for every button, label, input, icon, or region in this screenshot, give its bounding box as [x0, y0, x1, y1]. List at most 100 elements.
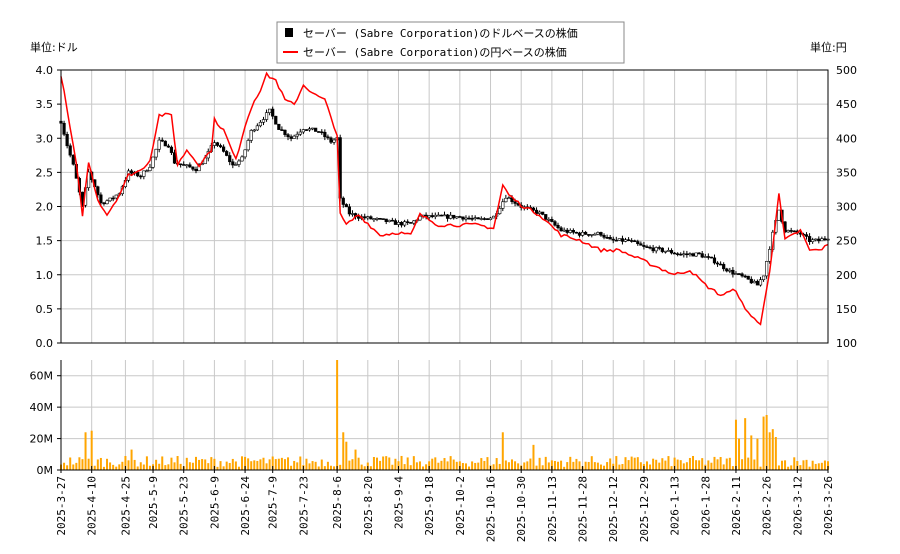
price-candle — [722, 264, 726, 270]
price-candle — [375, 218, 379, 220]
volume-bar — [750, 435, 753, 470]
x-tick-label: 2025-10-30 — [515, 476, 528, 542]
usd-price-series — [59, 106, 830, 287]
price-candle — [307, 128, 312, 131]
price-candle — [314, 127, 318, 132]
price-candle — [317, 131, 321, 133]
volume-bar — [127, 460, 130, 470]
jpy-price-line — [60, 71, 829, 326]
volume-bar — [191, 462, 194, 470]
x-tick-label: 2025-12-12 — [607, 476, 620, 542]
price-candle — [111, 197, 115, 200]
price-candle — [68, 145, 72, 156]
volume-bar — [418, 461, 421, 470]
price-candle — [682, 253, 686, 256]
volume-bar — [290, 465, 293, 470]
price-candle — [378, 218, 382, 220]
price-candle — [758, 279, 763, 286]
y-tick-label-left: 4.0 — [36, 64, 54, 77]
volume-bar — [645, 461, 648, 470]
volume-bar — [198, 459, 201, 470]
price-candle — [99, 194, 103, 204]
legend-usd-label: セーバー (Sabre Corporation)のドルベースの株価 — [303, 26, 578, 40]
price-candle — [301, 129, 305, 133]
price-candle — [264, 112, 269, 120]
price-candle — [737, 273, 741, 275]
volume-bar — [84, 432, 87, 470]
price-candle — [381, 218, 385, 220]
volume-bar — [780, 460, 783, 470]
volume-bar — [461, 463, 464, 470]
price-candle — [571, 229, 575, 233]
volume-bar — [96, 459, 99, 470]
volume-bar — [560, 460, 563, 470]
volume-bar — [329, 465, 332, 470]
volume-bar — [526, 461, 529, 470]
volume-bars — [60, 360, 829, 470]
volume-bar — [314, 461, 317, 470]
y-tick-label-right: 250 — [836, 235, 857, 248]
volume-bar — [796, 461, 799, 470]
x-tick-label: 2025-4-25 — [119, 476, 132, 536]
volume-bar — [658, 462, 661, 470]
price-candle — [654, 247, 658, 252]
volume-bar — [369, 466, 372, 470]
volume-bar — [771, 429, 774, 470]
volume-bar — [293, 460, 296, 470]
price-candle — [752, 280, 756, 284]
price-candle — [620, 238, 625, 242]
volume-bar — [176, 456, 179, 470]
volume-bar — [305, 458, 308, 470]
price-candle — [218, 145, 223, 148]
price-candle — [694, 252, 698, 257]
price-candle — [283, 129, 287, 135]
volume-bar — [529, 458, 532, 470]
volume-bar — [452, 459, 455, 470]
volume-bar — [348, 460, 351, 470]
price-candle — [286, 134, 290, 138]
volume-bar — [216, 466, 219, 470]
y-tick-label-left: 1.5 — [36, 235, 54, 248]
price-candle — [811, 239, 815, 242]
volume-bar — [492, 464, 495, 470]
price-candle — [363, 216, 367, 219]
volume-bar — [587, 461, 590, 470]
volume-bar — [268, 459, 271, 470]
y-tick-label-right: 450 — [836, 98, 857, 111]
volume-bar — [575, 458, 578, 470]
price-candle — [148, 166, 152, 171]
price-candle — [513, 201, 517, 204]
price-candle — [369, 216, 373, 220]
price-candle — [102, 202, 106, 205]
price-candle — [777, 209, 781, 221]
price-candle — [163, 140, 167, 147]
y-tick-label-right: 400 — [836, 132, 857, 145]
price-candle — [157, 139, 161, 150]
volume-bar — [563, 466, 566, 470]
y-tick-label-right: 100 — [836, 337, 857, 350]
volume-bar — [412, 456, 415, 470]
price-candle — [427, 215, 431, 218]
volume-bar — [428, 461, 431, 470]
volume-bar — [636, 457, 639, 470]
price-candle — [577, 232, 582, 236]
price-candle — [792, 230, 796, 233]
price-candle — [602, 235, 606, 238]
volume-bar — [538, 457, 541, 470]
price-candle — [332, 139, 336, 143]
volume-bar — [603, 465, 606, 470]
volume-bar — [734, 419, 737, 470]
volume-bar — [618, 464, 621, 470]
price-candle — [249, 130, 253, 141]
volume-bar — [158, 463, 161, 470]
volume-bar — [69, 457, 72, 470]
price-candle — [639, 243, 643, 246]
volume-bar — [63, 462, 66, 470]
volume-bar — [422, 466, 425, 470]
y-tick-label-right: 200 — [836, 269, 857, 282]
price-candle — [225, 151, 229, 156]
price-candle — [657, 247, 661, 249]
price-candle — [562, 229, 566, 232]
price-candle — [215, 142, 220, 146]
